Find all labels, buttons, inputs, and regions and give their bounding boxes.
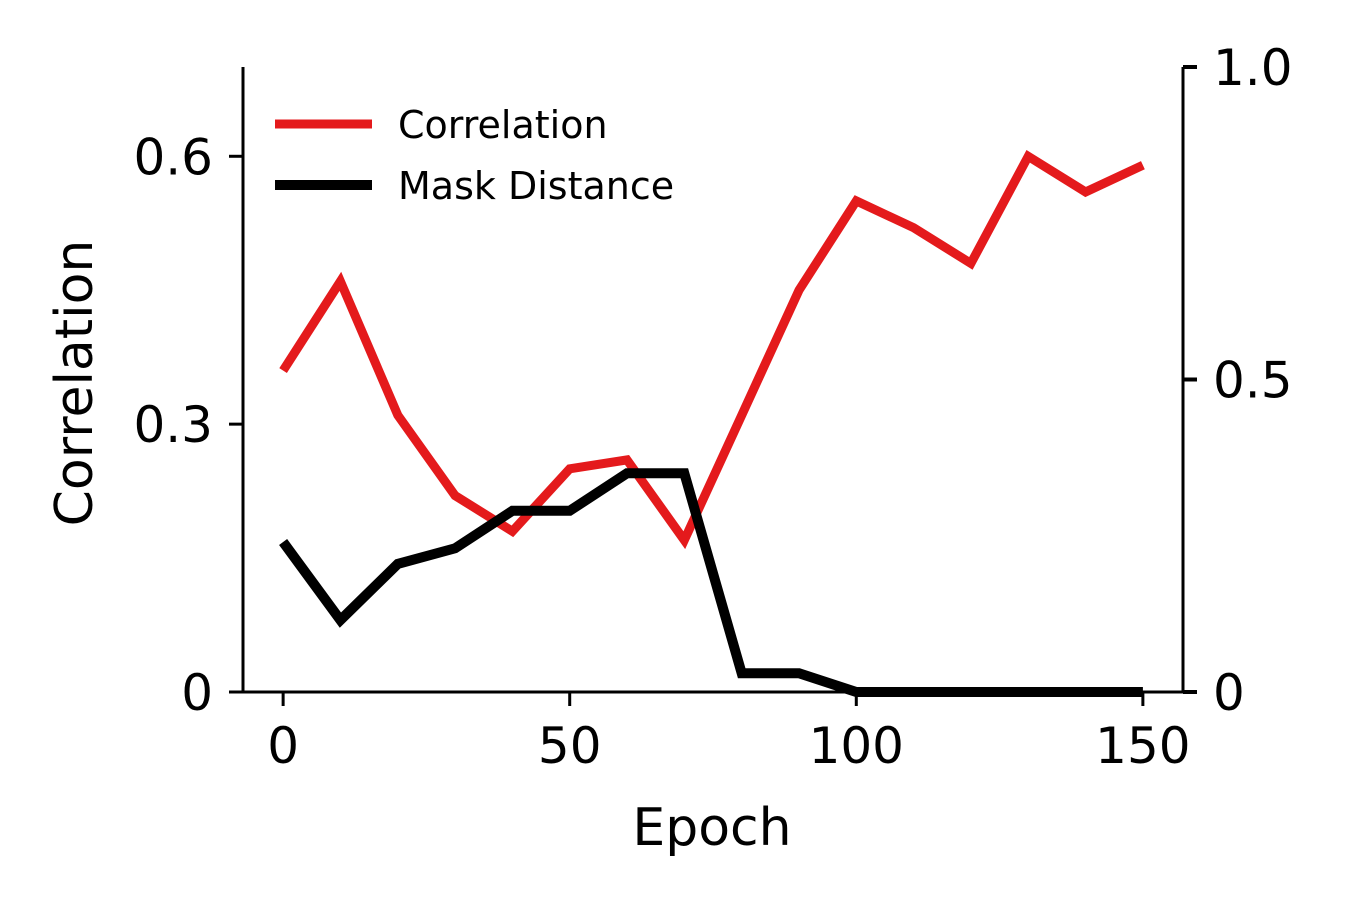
x-axis-label: Epoch	[632, 798, 791, 858]
y2-tick-label: 0	[1213, 664, 1245, 722]
y-tick-label: 0.6	[133, 128, 213, 186]
left-y-axis: 0 0.3 0.6	[133, 67, 245, 722]
x-tick-label: 150	[1095, 717, 1190, 775]
y-axis-label: Correlation	[45, 240, 105, 527]
y2-tick-label: 0.5	[1213, 352, 1293, 410]
series-line-0	[279, 149, 1145, 550]
x-axis: 0 50 100 150	[243, 690, 1191, 775]
x-tick-label: 50	[538, 717, 602, 775]
y-tick-label: 0.3	[133, 396, 213, 454]
right-y-axis: 0 0.5 1.0	[1181, 39, 1293, 722]
x-tick-label: 0	[267, 717, 299, 775]
legend-label: Correlation	[398, 103, 608, 147]
y2-tick-label: 1.0	[1213, 39, 1293, 97]
legend-label: Mask Distance	[398, 164, 674, 208]
y-tick-label: 0	[181, 664, 213, 722]
plot-area	[279, 149, 1145, 697]
x-tick-label: 100	[809, 717, 904, 775]
series-line-1	[279, 468, 1143, 697]
legend: Correlation Mask Distance	[275, 103, 674, 208]
